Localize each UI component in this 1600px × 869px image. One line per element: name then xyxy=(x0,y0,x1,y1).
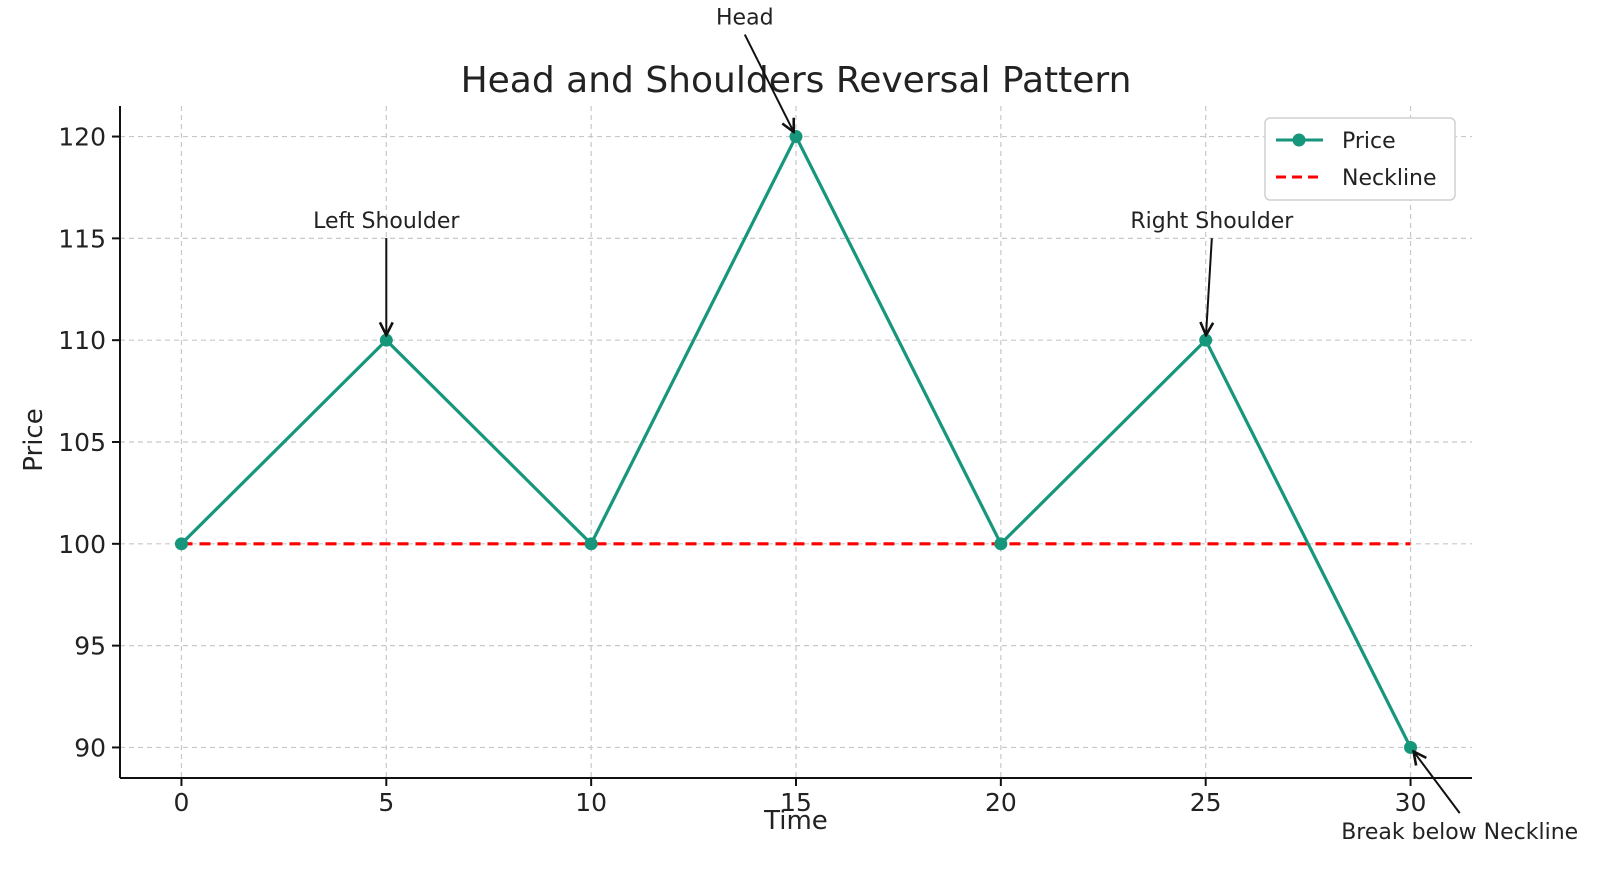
y-tick-label: 120 xyxy=(58,123,106,152)
ticks: 0 5 10 15 20 25 30 90 95 100 105 110 115 120 xyxy=(58,123,1426,817)
annotation-arrow xyxy=(743,34,794,133)
legend-neckline-label: Neckline xyxy=(1342,166,1437,191)
grid xyxy=(120,106,1472,778)
annotation-label: Break below Neckline xyxy=(1341,820,1578,845)
legend: Price Neckline xyxy=(1264,117,1456,201)
annotations: Left Shoulder Head Right Shoulder Break bel… xyxy=(313,6,1578,846)
legend-price-marker xyxy=(1292,133,1306,147)
y-tick-label: 100 xyxy=(58,530,106,559)
x-tick-label: 5 xyxy=(378,788,394,817)
chart-title: Head and Shoulders Reversal Pattern xyxy=(461,60,1132,101)
price-data-point xyxy=(379,333,393,347)
x-tick-label: 0 xyxy=(174,788,190,817)
x-axis-label: Time xyxy=(763,806,828,836)
annotation-arrow xyxy=(1414,751,1461,814)
y-tick-label: 95 xyxy=(74,632,106,661)
annotation-label: Head xyxy=(716,6,774,31)
price-data-point xyxy=(789,130,803,144)
x-tick-label: 20 xyxy=(985,788,1017,817)
y-tick-label: 105 xyxy=(58,428,106,457)
annotation-arrow xyxy=(1206,238,1212,335)
price-data-point xyxy=(1199,333,1213,347)
y-tick-label: 90 xyxy=(74,733,106,762)
legend-price-label: Price xyxy=(1342,129,1396,154)
price-data-point xyxy=(174,537,188,551)
x-tick-label: 10 xyxy=(575,788,607,817)
y-tick-label: 110 xyxy=(58,326,106,355)
x-tick-label: 30 xyxy=(1395,788,1427,817)
price-data-point xyxy=(994,537,1008,551)
y-tick-label: 115 xyxy=(58,224,106,253)
annotation-label: Right Shoulder xyxy=(1130,209,1294,234)
x-tick-label: 25 xyxy=(1190,788,1222,817)
y-axis-label: Price xyxy=(19,408,49,471)
price-data-point xyxy=(584,537,598,551)
annotation-label: Left Shoulder xyxy=(313,209,460,234)
x-tick-label: 15 xyxy=(780,788,812,817)
